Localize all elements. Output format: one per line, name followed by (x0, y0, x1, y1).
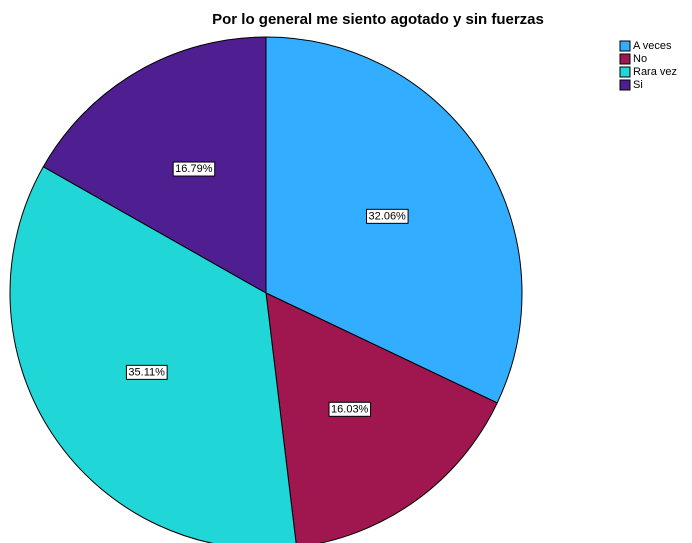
legend-label: No (633, 53, 647, 65)
data-label-box (125, 364, 168, 380)
data-label: 16.79% (175, 163, 213, 175)
legend-label: A veces (633, 40, 672, 52)
data-label-box (172, 161, 216, 177)
legend-label: Rara vez (633, 66, 677, 78)
legend-label: Si (633, 79, 643, 91)
data-label-box (366, 208, 409, 224)
legend-swatch (619, 66, 631, 78)
legend-swatch (619, 40, 631, 52)
legend-swatch (619, 53, 631, 65)
pie-slice (9, 166, 297, 543)
chart-title: Por lo general me siento agotado y sin f… (212, 11, 544, 28)
data-label: 32.06% (369, 210, 407, 222)
data-label: 16.03% (331, 403, 369, 415)
pie-slice (42, 36, 267, 294)
data-label: 35.11% (128, 366, 165, 378)
legend-swatch (619, 79, 631, 91)
data-label-box (328, 401, 372, 417)
